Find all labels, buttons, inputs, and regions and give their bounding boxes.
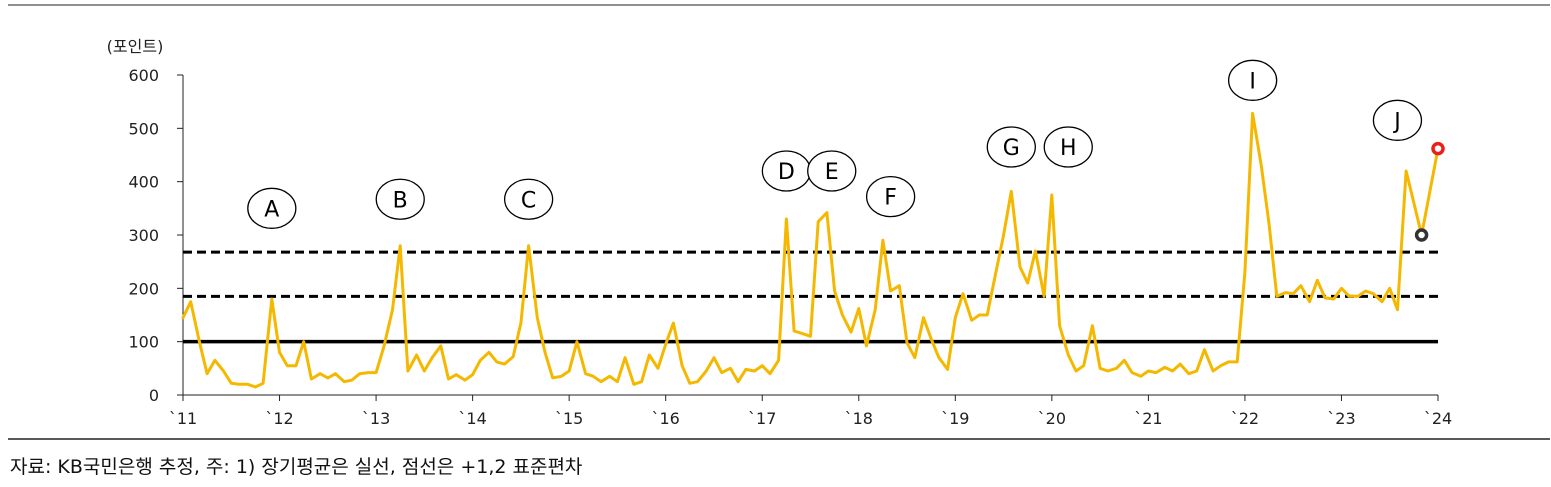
annotation-bubble — [1372, 99, 1423, 141]
annotation-h: H — [1043, 126, 1093, 168]
annotation-b: B — [375, 178, 425, 220]
x-tick-label: `13 — [362, 409, 390, 428]
annotation-label: I — [1249, 69, 1256, 94]
annotation-a: A — [247, 187, 297, 229]
highlight-point — [1431, 141, 1445, 156]
series-layer — [181, 111, 1440, 389]
annotation-bubble — [375, 178, 425, 220]
series-line — [181, 111, 1440, 389]
annotation-label: C — [521, 188, 536, 213]
x-tick-label: `21 — [1134, 409, 1162, 428]
x-axis: `11 `12 `13 `14 `15 `16 `17 `18 `19 `20 `21 `22 `23 `… — [169, 394, 1452, 428]
annotation-c: C — [503, 178, 554, 220]
y-tick-label: 600 — [128, 66, 159, 85]
x-tick-label: `12 — [265, 409, 293, 428]
y-axis: 0 100 200 300 400 500 600 — [128, 66, 184, 405]
annotation-f: F — [865, 175, 916, 218]
highlight-point — [1414, 228, 1429, 242]
x-tick-label: `11 — [169, 409, 197, 428]
y-tick-label: 500 — [128, 119, 159, 138]
y-tick-label: 0 — [149, 386, 159, 405]
annotation-label: H — [1060, 136, 1077, 161]
annotation-label: E — [825, 160, 839, 185]
source-note: 자료: KB국민은행 추정, 주: 1) 장기평균은 실선, 점선은 +1,2 … — [10, 456, 583, 478]
annotation-g: G — [986, 126, 1036, 168]
annotation-label: B — [393, 188, 408, 213]
annotation-e: E — [807, 150, 857, 192]
annotation-bubble — [986, 126, 1036, 168]
annotation-bubble — [247, 187, 297, 229]
x-tick-label: `20 — [1038, 409, 1066, 428]
annotation-bubble — [865, 175, 916, 218]
x-tick-label: `23 — [1327, 409, 1355, 428]
x-tick-label: `15 — [555, 409, 583, 428]
y-unit-label: (포인트) — [107, 37, 164, 56]
reference-lines — [183, 250, 1438, 344]
x-tick-label: `18 — [845, 409, 873, 428]
highlight-markers — [1414, 141, 1445, 242]
annotation-label: F — [884, 186, 897, 211]
annotation-bubble — [1227, 59, 1278, 101]
annotation-label: A — [264, 197, 279, 222]
y-tick-label: 400 — [128, 173, 159, 192]
x-tick-label: `16 — [652, 409, 680, 428]
annotation-bubble — [1043, 126, 1093, 168]
annotation-d: D — [761, 150, 812, 192]
x-tick-label: `19 — [941, 409, 969, 428]
annotation-label: G — [1003, 136, 1020, 161]
annotation-j: J — [1372, 99, 1423, 141]
x-tick-label: `14 — [458, 409, 486, 428]
y-tick-label: 200 — [128, 279, 159, 298]
x-tick-label: `17 — [748, 409, 776, 428]
annotation-label: J — [1392, 109, 1401, 134]
y-tick-label: 100 — [128, 333, 159, 352]
event-annotations: A B C D E F G H I J — [247, 59, 1423, 229]
annotation-label: D — [778, 160, 795, 185]
annotation-bubble — [503, 178, 554, 220]
x-tick-label: `24 — [1424, 409, 1452, 428]
y-tick-label: 300 — [128, 226, 159, 245]
x-tick-label: `22 — [1231, 409, 1259, 428]
annotation-bubble — [807, 150, 857, 192]
annotation-i: I — [1227, 59, 1278, 101]
